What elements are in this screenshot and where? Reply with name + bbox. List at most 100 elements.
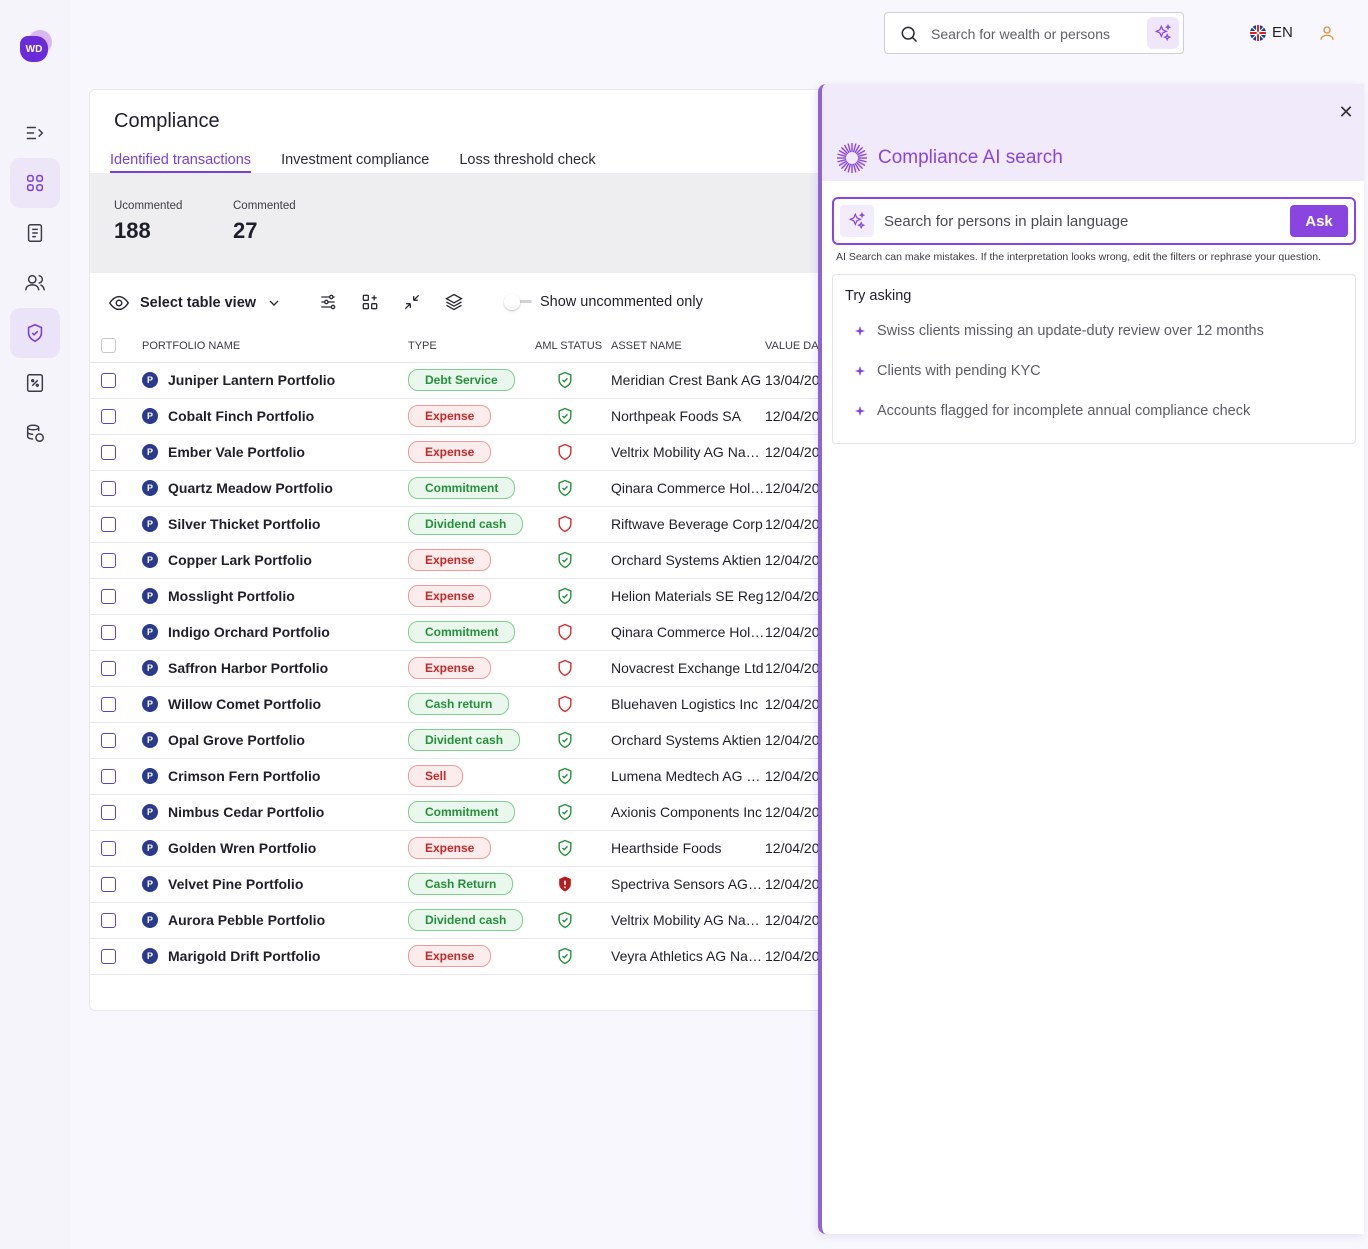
table-row[interactable]: P Cobalt Finch Portfolio Expense Northpeak … [90, 398, 828, 435]
table-row[interactable]: P Copper Lark Portfolio Expense Orchard Sys… [90, 542, 828, 579]
row-checkbox[interactable] [101, 481, 116, 497]
nav-persons[interactable] [10, 258, 60, 308]
ask-button[interactable]: Ask [1290, 205, 1348, 237]
portfolio-name[interactable]: P Willow Comet Portfolio [142, 696, 407, 712]
add-widget-icon[interactable] [360, 292, 380, 312]
row-checkbox[interactable] [101, 445, 116, 461]
table-row[interactable]: P Opal Grove Portfolio Divident cash Orchar… [90, 722, 828, 759]
table-row[interactable]: P Saffron Harbor Portfolio Expense Novacres… [90, 650, 828, 687]
portfolio-name[interactable]: P Saffron Harbor Portfolio [142, 660, 407, 676]
portfolio-name[interactable]: P Aurora Pebble Portfolio [142, 912, 407, 928]
row-checkbox[interactable] [101, 733, 116, 749]
portfolio-name[interactable]: P Velvet Pine Portfolio [142, 876, 407, 892]
table-row[interactable]: P Velvet Pine Portfolio Cash Return Spectri… [90, 866, 828, 903]
value-date: 12/04/2024 [765, 506, 828, 543]
row-checkbox[interactable] [101, 697, 116, 713]
portfolio-name[interactable]: P Indigo Orchard Portfolio [142, 624, 407, 640]
table-row[interactable]: P Ember Vale Portfolio Expense Veltrix Mobi… [90, 434, 828, 471]
type-badge: Expense [408, 549, 492, 571]
row-checkbox[interactable] [101, 769, 116, 785]
portfolio-name[interactable]: P Silver Thicket Portfolio [142, 516, 407, 532]
suggestion-item[interactable]: Clients with pending KYC [855, 363, 1041, 379]
ai-search-button[interactable] [1147, 17, 1179, 49]
filter-sliders-icon[interactable] [318, 292, 338, 312]
nav-compliance[interactable] [10, 308, 60, 358]
row-checkbox[interactable] [101, 805, 116, 821]
nav-reports[interactable] [10, 358, 60, 408]
table-row[interactable]: P Nimbus Cedar Portfolio Commitment Axionis… [90, 794, 828, 831]
tab-identified-transactions[interactable]: Identified transactions [110, 152, 252, 173]
row-checkbox[interactable] [101, 589, 116, 605]
aml-status [535, 434, 611, 471]
table-row[interactable]: P Aurora Pebble Portfolio Dividend cash Vel… [90, 902, 828, 939]
table-row[interactable]: P Marigold Drift Portfolio Expense Veyra At… [90, 938, 828, 975]
portfolio-name[interactable]: P Mosslight Portfolio [142, 588, 407, 604]
row-checkbox[interactable] [101, 913, 116, 929]
panel-header [822, 84, 1364, 181]
nav-documents[interactable] [10, 208, 60, 258]
table-row[interactable]: P Crimson Fern Portfolio Sell Lumena Medtec… [90, 758, 828, 795]
portfolio-name[interactable]: P Copper Lark Portfolio [142, 552, 407, 568]
row-checkbox[interactable] [101, 841, 116, 857]
row-checkbox[interactable] [101, 553, 116, 569]
col-asset-name[interactable]: ASSET NAME [611, 330, 765, 363]
chevron-down-icon [269, 300, 279, 306]
col-portfolio-name[interactable]: PORTFOLIO NAME [142, 330, 407, 363]
table-header-row: PORTFOLIO NAME TYPE AML STATUS ASSET NAM… [90, 330, 828, 363]
language-selector[interactable]: EN [1250, 24, 1293, 41]
portfolio-name[interactable]: P Marigold Drift Portfolio [142, 948, 407, 964]
ai-search-input[interactable] [884, 211, 1284, 231]
portfolio-name[interactable]: P Golden Wren Portfolio [142, 840, 407, 856]
suggestion-item[interactable]: Swiss clients missing an update-duty rev… [855, 323, 1264, 339]
asset-name: Bluehaven Logistics Inc [611, 686, 765, 723]
type-badge: Expense [408, 441, 492, 463]
col-type[interactable]: TYPE [407, 330, 535, 363]
portfolio-name[interactable]: P Ember Vale Portfolio [142, 444, 407, 460]
col-value-date[interactable]: VALUE DATE [765, 330, 828, 363]
table-row[interactable]: P Silver Thicket Portfolio Dividend cash Ri… [90, 506, 828, 543]
table-row[interactable]: P Indigo Orchard Portfolio Commitment Qinar… [90, 614, 828, 651]
asset-name: Helion Materials SE Reg [611, 578, 765, 615]
suggestion-item[interactable]: Accounts flagged for incomplete annual c… [855, 403, 1250, 419]
row-checkbox[interactable] [101, 373, 116, 389]
row-checkbox[interactable] [101, 625, 116, 641]
portfolio-name[interactable]: P Crimson Fern Portfolio [142, 768, 407, 784]
table-row[interactable]: P Willow Comet Portfolio Cash return Blueha… [90, 686, 828, 723]
row-checkbox[interactable] [101, 661, 116, 677]
shield-check-icon [558, 551, 572, 569]
uncommented-toggle[interactable] [504, 294, 534, 310]
tab-loss-threshold-check[interactable]: Loss threshold check [459, 152, 596, 168]
table-view-select[interactable]: Select table view [108, 292, 282, 314]
portfolio-name[interactable]: P Nimbus Cedar Portfolio [142, 804, 407, 820]
nav-database[interactable] [10, 408, 60, 458]
nav-dashboard[interactable] [10, 158, 60, 208]
tab-investment-compliance[interactable]: Investment compliance [281, 152, 430, 168]
table-row[interactable]: P Mosslight Portfolio Expense Helion Materi… [90, 578, 828, 615]
table-row[interactable]: P Golden Wren Portfolio Expense Hearthside … [90, 830, 828, 867]
close-icon[interactable]: ✕ [1338, 102, 1354, 122]
portfolio-name[interactable]: P Opal Grove Portfolio [142, 732, 407, 748]
layers-icon[interactable] [444, 292, 464, 312]
transactions-table: PORTFOLIO NAME TYPE AML STATUS ASSET NAM… [90, 330, 828, 975]
col-aml-status[interactable]: AML STATUS [535, 330, 611, 363]
user-icon[interactable] [1318, 24, 1336, 42]
app-logo[interactable]: WD [20, 30, 52, 64]
ai-search-field[interactable]: Ask [832, 197, 1356, 245]
shield-warning-icon [558, 515, 572, 533]
table-row[interactable]: P Quartz Meadow Portfolio Commitment Qinara… [90, 470, 828, 507]
value-date: 12/04/2024 [765, 938, 828, 975]
portfolio-name[interactable]: P Juniper Lantern Portfolio [142, 372, 407, 388]
global-search-input[interactable] [931, 23, 1131, 45]
row-checkbox[interactable] [101, 877, 116, 893]
type-badge: Commitment [408, 477, 516, 499]
expand-sidebar-button[interactable] [10, 108, 60, 158]
global-search[interactable] [884, 12, 1184, 54]
portfolio-name[interactable]: P Cobalt Finch Portfolio [142, 408, 407, 424]
portfolio-name[interactable]: P Quartz Meadow Portfolio [142, 480, 407, 496]
row-checkbox[interactable] [101, 517, 116, 533]
row-checkbox[interactable] [101, 409, 116, 425]
collapse-icon[interactable] [402, 292, 422, 312]
select-all-checkbox[interactable] [101, 338, 116, 354]
row-checkbox[interactable] [101, 949, 116, 965]
table-row[interactable]: P Juniper Lantern Portfolio Debt Service Me… [90, 362, 828, 399]
